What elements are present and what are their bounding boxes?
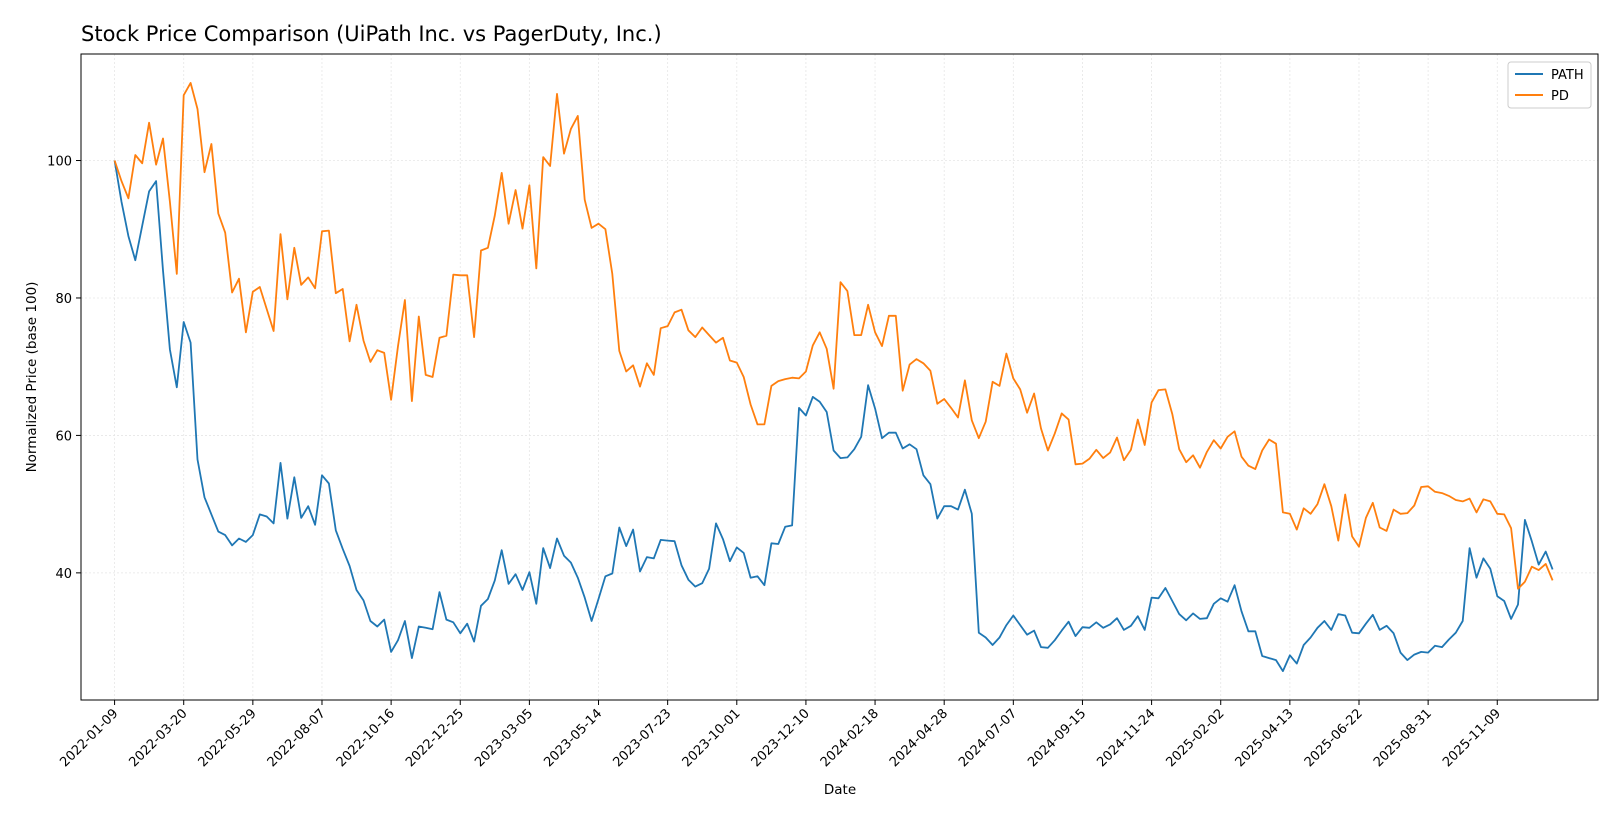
grid — [81, 54, 1598, 700]
x-axis-label: Date — [824, 782, 856, 798]
y-tick-label: 80 — [55, 292, 72, 307]
y-tick-label: 40 — [55, 567, 72, 582]
y-tick-label: 100 — [47, 155, 72, 170]
legend-label-pd: PD — [1551, 89, 1569, 104]
series-line-path — [113, 160, 1554, 672]
series-line-pd — [113, 82, 1554, 590]
y-axis-ticks: 40 60 80 100 — [47, 155, 81, 582]
legend: PATH PD — [1507, 61, 1592, 109]
chart-title: Stock Price Comparison (UiPath Inc. vs P… — [81, 22, 662, 46]
plot-area-frame — [80, 53, 1599, 701]
y-axis-label: Normalized Price (base 100) — [24, 282, 40, 473]
y-tick-label: 60 — [55, 429, 72, 444]
legend-label-path: PATH — [1551, 68, 1584, 83]
series-lines — [113, 82, 1554, 672]
